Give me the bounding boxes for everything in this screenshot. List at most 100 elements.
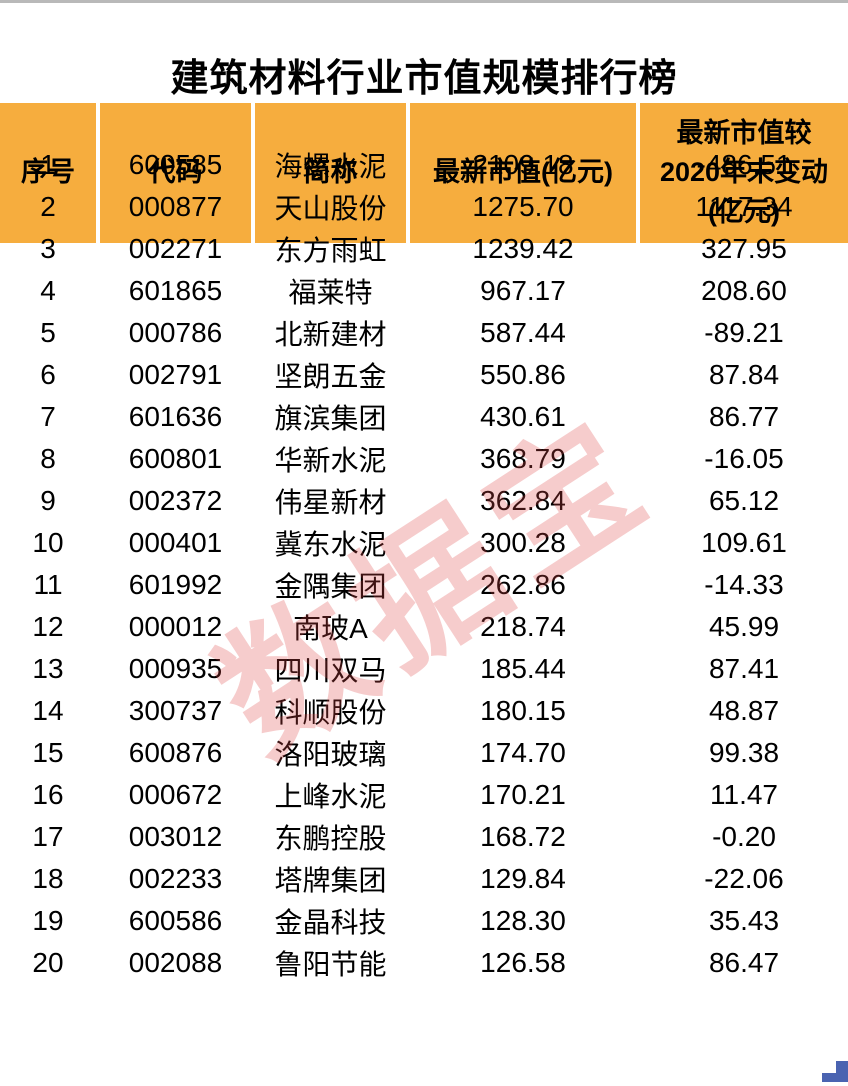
cell-change: -14.33 (704, 568, 784, 600)
cell-code: 002271 (128, 232, 223, 264)
cell-code: 002088 (128, 946, 223, 978)
cell-code: 600876 (128, 736, 223, 768)
cell-rank: 3 (40, 232, 56, 264)
cell-change: -89.21 (704, 316, 784, 348)
cell-change: -22.06 (704, 862, 784, 894)
cell-change: 48.87 (708, 694, 780, 726)
cell-rank: 8 (40, 442, 56, 474)
corner-logo-fragment (836, 1061, 848, 1082)
cell-rank: 2 (40, 190, 56, 222)
cell-name: 鲁阳节能 (274, 948, 387, 980)
cell-change: 208.60 (701, 274, 787, 306)
cell-rank: 4 (40, 274, 56, 306)
cell-market-cap: 126.58 (480, 946, 566, 978)
cell-name: 金隅集团 (274, 570, 387, 602)
cell-code: 002233 (128, 862, 223, 894)
cell-rank: 15 (32, 736, 64, 768)
cell-code: 000786 (128, 316, 223, 348)
cell-name: 四川双马 (274, 654, 387, 686)
cell-change: 86.47 (708, 946, 780, 978)
cell-name: 东方雨虹 (274, 234, 387, 266)
cell-market-cap: 2109.18 (472, 148, 574, 180)
cell-change: -16.05 (704, 442, 784, 474)
cell-rank: 14 (32, 694, 64, 726)
header-line: 序号 (21, 157, 75, 188)
cell-market-cap: 185.44 (480, 652, 566, 684)
cell-rank: 20 (32, 946, 64, 978)
cell-change: 327.95 (701, 232, 787, 264)
header-line: 简称 (303, 157, 358, 188)
cell-code: 600586 (128, 904, 223, 936)
cell-market-cap: 550.86 (480, 358, 566, 390)
cell-change: 65.12 (708, 484, 780, 516)
cell-code: 002372 (128, 484, 223, 516)
page-title: 建筑材料行业市值规模排行榜 (170, 58, 678, 101)
cell-change: 35.43 (708, 904, 780, 936)
cell-code: 600801 (128, 442, 223, 474)
cell-change: 99.38 (708, 736, 780, 768)
cell-market-cap: 967.17 (480, 274, 566, 306)
corner-logo-fragment (822, 1073, 836, 1082)
cell-name: 伟星新材 (274, 486, 387, 518)
cell-code: 601992 (128, 568, 223, 600)
cell-change: 86.77 (708, 400, 780, 432)
cell-rank: 10 (32, 526, 64, 558)
cell-code: 601865 (128, 274, 223, 306)
cell-code: 601636 (128, 400, 223, 432)
cell-market-cap: 587.44 (480, 316, 566, 348)
cell-rank: 1 (40, 148, 56, 180)
cell-change: 45.99 (708, 610, 780, 642)
cell-market-cap: 168.72 (480, 820, 566, 852)
header-cell-change: 最新市值较 2020年末变动 (亿元) (640, 103, 848, 243)
cell-code: 000935 (128, 652, 223, 684)
cell-name: 金晶科技 (274, 906, 387, 938)
cell-change: 87.41 (708, 652, 780, 684)
cell-name: 南玻A (293, 612, 368, 644)
header-line: 最新市值(亿元) (433, 157, 613, 188)
cell-code: 600585 (128, 148, 223, 180)
cell-market-cap: 180.15 (480, 694, 566, 726)
cell-name: 北新建材 (274, 318, 387, 350)
cell-market-cap: 1275.70 (472, 190, 574, 222)
cell-code: 300737 (128, 694, 223, 726)
cell-name: 海螺水泥 (274, 150, 387, 182)
cell-name: 坚朗五金 (274, 360, 387, 392)
cell-rank: 16 (32, 778, 64, 810)
cell-market-cap: 174.70 (480, 736, 566, 768)
cell-market-cap: 362.84 (480, 484, 566, 516)
cell-rank: 13 (32, 652, 64, 684)
cell-change: 109.61 (701, 526, 787, 558)
cell-code: 000401 (128, 526, 223, 558)
cell-market-cap: 129.84 (480, 862, 566, 894)
cell-name: 塔牌集团 (274, 864, 387, 896)
header-cell-market-cap: 最新市值(亿元) (410, 103, 636, 243)
header-cell-rank: 序号 (0, 103, 96, 243)
cell-market-cap: 170.21 (480, 778, 566, 810)
cell-name: 华新水泥 (274, 444, 387, 476)
cell-change: 11.47 (710, 778, 778, 810)
ranking-table: 序号 代码 简称 最新市值(亿元) 最新市值较 2020年末变动 (亿元) 1 600585 海螺… (0, 103, 848, 982)
top-divider-line (0, 0, 848, 3)
cell-name: 洛阳玻璃 (274, 738, 387, 770)
cell-rank: 6 (40, 358, 56, 390)
cell-name: 福莱特 (288, 276, 373, 308)
cell-change: -486.51 (696, 148, 792, 180)
cell-change: -0.20 (712, 820, 776, 852)
cell-market-cap: 1239.42 (472, 232, 574, 264)
cell-name: 旗滨集团 (274, 402, 387, 434)
header-cell-code: 代码 (100, 103, 251, 243)
cell-rank: 9 (40, 484, 56, 516)
cell-rank: 12 (32, 610, 64, 642)
header-line: (亿元) (708, 196, 780, 227)
cell-name: 科顺股份 (274, 696, 387, 728)
cell-name: 上峰水泥 (274, 780, 387, 812)
cell-rank: 18 (32, 862, 64, 894)
cell-code: 000672 (128, 778, 223, 810)
header-line: 2020年末变动 (659, 157, 829, 188)
cell-rank: 11 (33, 568, 63, 600)
cell-rank: 5 (40, 316, 56, 348)
header-cell-name: 简称 (255, 103, 406, 243)
header-line: 最新市值较 (676, 118, 812, 149)
cell-code: 000877 (128, 190, 223, 222)
cell-rank: 19 (32, 904, 64, 936)
